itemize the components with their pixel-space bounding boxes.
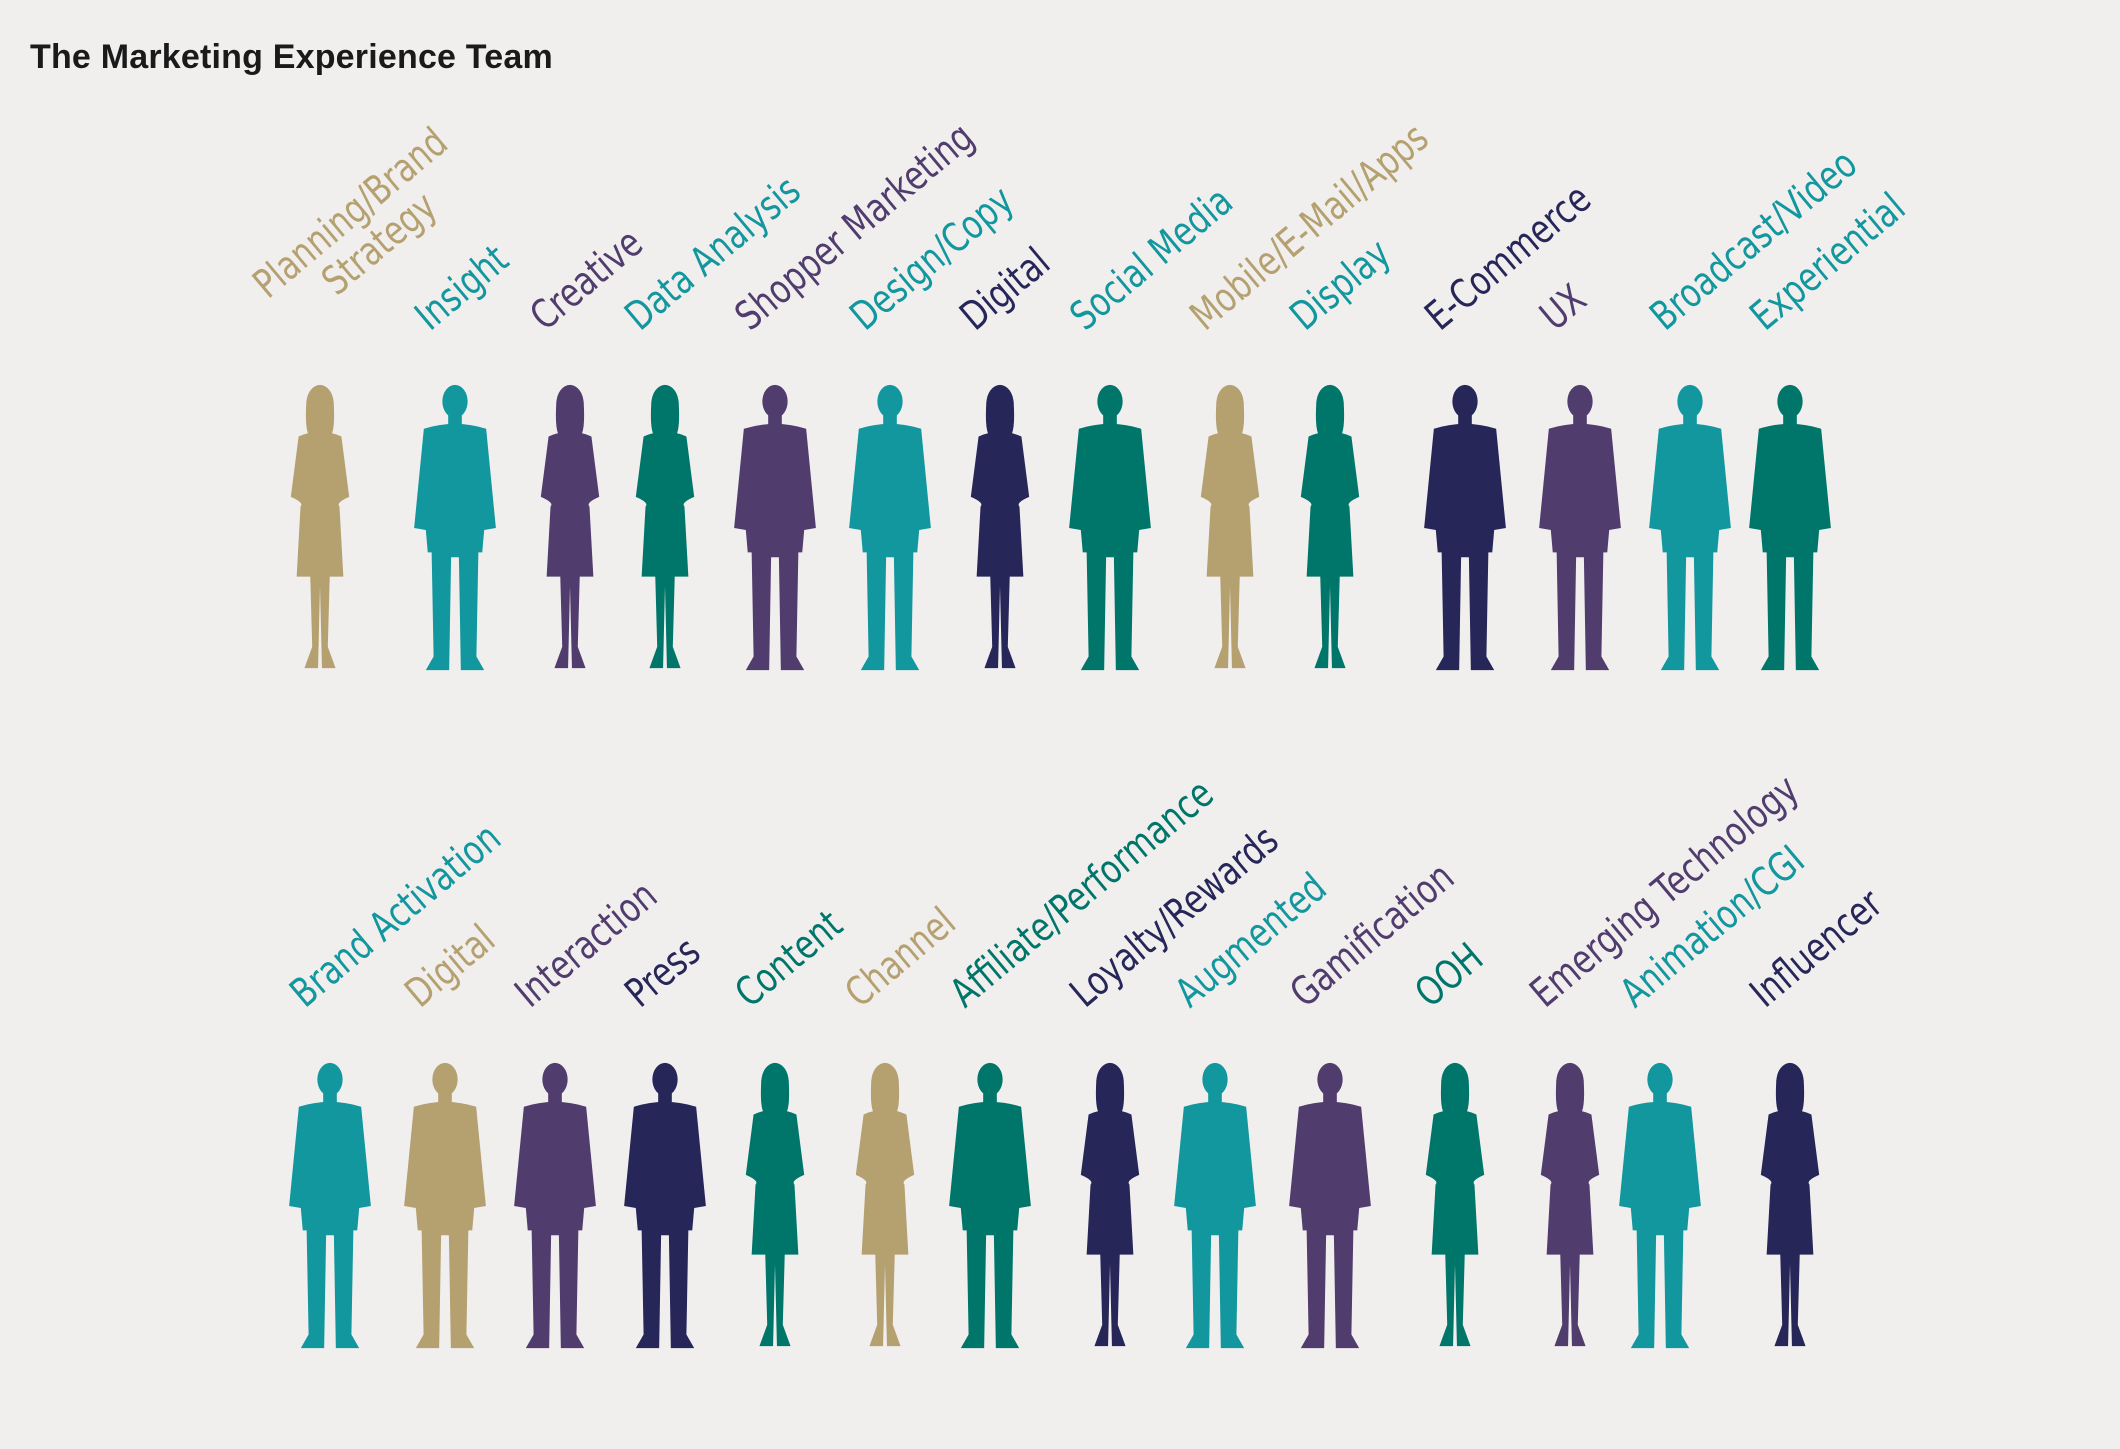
person-male-icon (1610, 1060, 1710, 1352)
role-label: Content (726, 901, 852, 1017)
person-male-icon (615, 1060, 715, 1352)
role-label-text: Content (726, 901, 852, 1017)
person-male-icon (1415, 382, 1515, 674)
role-label-text: Press (616, 928, 710, 1017)
person-male-icon (405, 382, 505, 674)
role-label-text: OOH (1406, 934, 1492, 1017)
person-male-icon (1640, 382, 1740, 674)
person-male-icon (1060, 382, 1160, 674)
person-female-icon (1405, 1060, 1505, 1352)
person-female-icon (1280, 382, 1380, 674)
role-label: OOH (1406, 934, 1492, 1017)
person-male-icon (725, 382, 825, 674)
person-female-icon (950, 382, 1050, 674)
person-male-icon (280, 1060, 380, 1352)
person-female-icon (835, 1060, 935, 1352)
person-male-icon (840, 382, 940, 674)
role-label-text: Brand Activation (281, 814, 510, 1017)
person-female-icon (1180, 382, 1280, 674)
page-title: The Marketing Experience Team (30, 38, 553, 76)
person-female-icon (1060, 1060, 1160, 1352)
role-label: Channel (836, 898, 965, 1017)
role-label-text: Insight (406, 236, 518, 340)
person-female-icon (270, 382, 370, 674)
person-male-icon (940, 1060, 1040, 1352)
person-female-icon (1520, 1060, 1620, 1352)
person-female-icon (1740, 1060, 1840, 1352)
role-label: Insight (406, 236, 518, 340)
role-label-text: Digital (396, 916, 504, 1017)
role-label-text: UX (1531, 275, 1596, 340)
person-female-icon (520, 382, 620, 674)
role-label-text: Channel (836, 898, 965, 1017)
person-female-icon (615, 382, 715, 674)
person-female-icon (725, 1060, 825, 1352)
role-label: Digital (396, 916, 504, 1017)
person-male-icon (1280, 1060, 1380, 1352)
person-male-icon (1530, 382, 1630, 674)
role-label: Brand Activation (281, 814, 510, 1017)
person-male-icon (395, 1060, 495, 1352)
role-label: Press (616, 928, 710, 1017)
role-label: UX (1531, 275, 1596, 340)
person-male-icon (1165, 1060, 1265, 1352)
person-male-icon (1740, 382, 1840, 674)
person-male-icon (505, 1060, 605, 1352)
